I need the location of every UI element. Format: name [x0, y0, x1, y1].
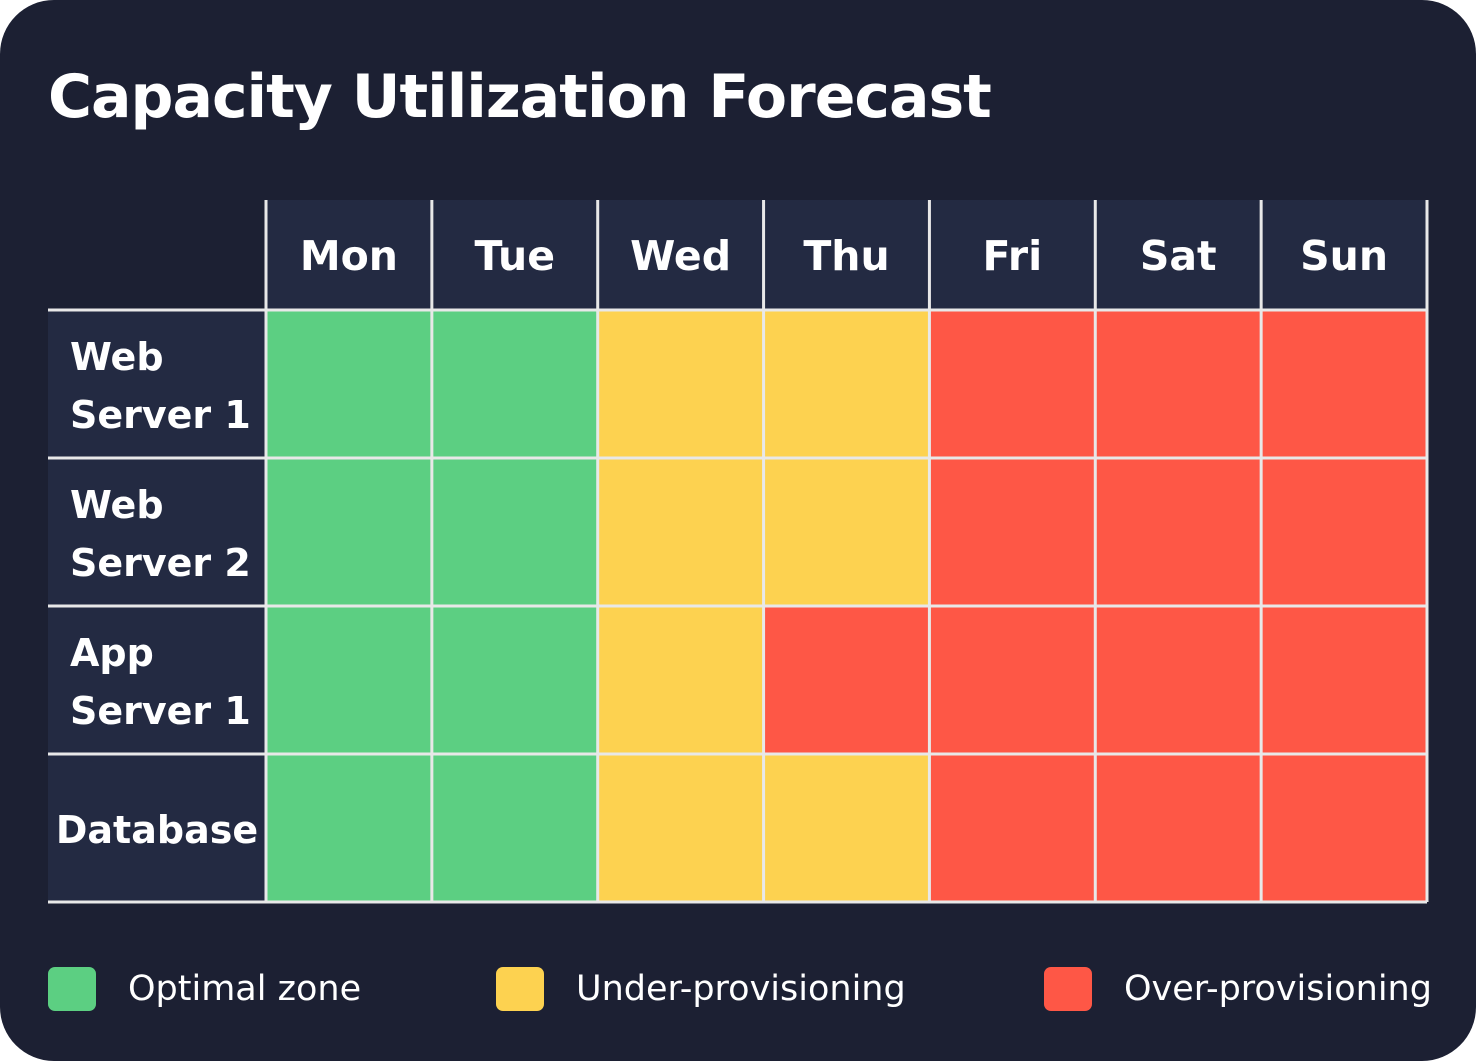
heatmap-cell-3-4 [929, 754, 1096, 902]
column-header-band [266, 200, 1427, 310]
row-label-0-line-1: Server 1 [70, 393, 251, 437]
heatmap-cell-2-2 [597, 606, 764, 754]
heatmap-cell-0-1 [431, 310, 598, 458]
row-label-1-line-1: Server 2 [70, 541, 251, 585]
column-label-wed: Wed [630, 232, 731, 280]
heatmap-cell-1-5 [1095, 458, 1262, 606]
column-label-mon: Mon [300, 232, 398, 280]
heatmap-cell-0-3 [763, 310, 930, 458]
heatmap-cell-1-1 [431, 458, 598, 606]
heatmap-cell-1-2 [597, 458, 764, 606]
row-label-1-line-0: Web [70, 483, 164, 527]
heatmap-cell-0-2 [597, 310, 764, 458]
heatmap-cell-2-0 [266, 606, 432, 754]
heatmap-cell-1-0 [266, 458, 432, 606]
column-label-fri: Fri [983, 232, 1043, 280]
legend-swatch-optimal [48, 967, 96, 1011]
column-label-sun: Sun [1300, 232, 1388, 280]
legend-label-over: Over-provisioning [1124, 969, 1432, 1009]
heatmap-cell-3-1 [431, 754, 598, 902]
heatmap-cell-1-3 [763, 458, 930, 606]
row-label-3: Database [56, 808, 258, 852]
heatmap-cell-2-4 [929, 606, 1096, 754]
row-label-0-line-0: Web [70, 335, 164, 379]
heatmap-cell-0-5 [1095, 310, 1262, 458]
heatmap-cell-0-4 [929, 310, 1096, 458]
heatmap-cell-2-6 [1261, 606, 1427, 754]
chart-title: Capacity Utilization Forecast [48, 62, 992, 132]
legend-label-optimal: Optimal zone [128, 969, 362, 1009]
legend-label-under: Under-provisioning [576, 969, 906, 1009]
legend-swatch-over [1044, 967, 1092, 1011]
heatmap-cell-0-6 [1261, 310, 1427, 458]
heatmap-cell-3-0 [266, 754, 432, 902]
heatmap-cell-3-5 [1095, 754, 1262, 902]
row-label-2-line-0: App [70, 631, 154, 675]
heatmap-cell-2-1 [431, 606, 598, 754]
heatmap-cell-0-0 [266, 310, 432, 458]
column-label-sat: Sat [1140, 232, 1217, 280]
column-label-tue: Tue [475, 232, 555, 280]
heatmap-cell-3-3 [763, 754, 930, 902]
heatmap-cell-2-3 [763, 606, 930, 754]
heatmap-cell-1-6 [1261, 458, 1427, 606]
column-label-thu: Thu [803, 232, 889, 280]
heatmap-chart: Mon Tue Wed Thu Fri Sat Sun Web Server 1 Web Serve… [48, 200, 1429, 904]
row-label-2-line-1: Server 1 [70, 689, 251, 733]
heatmap-cell-3-2 [597, 754, 764, 902]
heatmap-cell-3-6 [1261, 754, 1427, 902]
legend-swatch-under [496, 967, 544, 1011]
heatmap-cell-2-5 [1095, 606, 1262, 754]
heatmap-cell-1-4 [929, 458, 1096, 606]
